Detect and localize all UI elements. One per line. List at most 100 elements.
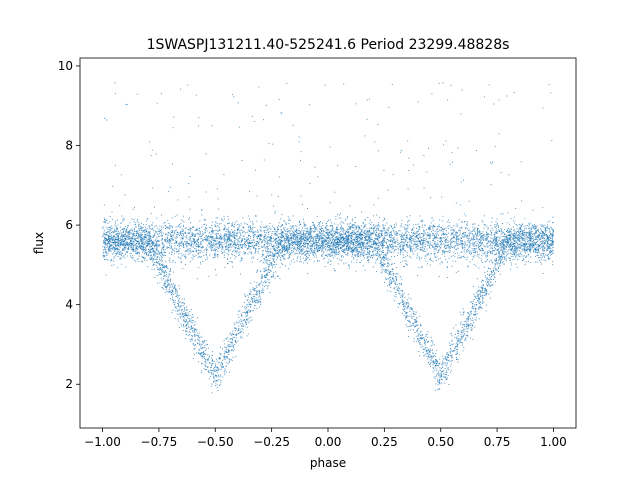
- data-point: [412, 233, 414, 235]
- data-point: [473, 314, 474, 316]
- data-point: [117, 242, 118, 243]
- data-point: [500, 235, 502, 237]
- data-point: [403, 302, 405, 304]
- data-point: [328, 219, 330, 221]
- data-point: [197, 237, 199, 239]
- data-point: [371, 257, 373, 258]
- data-point: [204, 361, 206, 363]
- data-point: [461, 236, 463, 237]
- data-point: [483, 239, 485, 241]
- data-point: [487, 251, 489, 253]
- data-point: [392, 245, 394, 247]
- data-point: [308, 104, 310, 106]
- data-point: [350, 241, 352, 243]
- data-point: [171, 251, 173, 253]
- data-point: [504, 233, 505, 235]
- data-point: [517, 248, 519, 250]
- data-point: [529, 222, 531, 224]
- data-point: [157, 235, 159, 237]
- data-point: [277, 275, 278, 277]
- data-point: [136, 245, 138, 247]
- data-point: [287, 252, 289, 254]
- data-point: [450, 348, 452, 350]
- data-point: [211, 228, 213, 230]
- data-point: [530, 240, 531, 242]
- data-point: [211, 365, 213, 367]
- data-point: [250, 282, 252, 284]
- data-point: [334, 251, 336, 253]
- data-point: [424, 349, 426, 351]
- data-point: [387, 278, 389, 280]
- data-point: [458, 339, 460, 341]
- data-point: [517, 235, 519, 237]
- data-point: [447, 261, 448, 263]
- data-point: [337, 236, 339, 238]
- data-point: [250, 241, 252, 243]
- data-point: [214, 229, 216, 231]
- data-point: [490, 242, 492, 244]
- data-point: [497, 244, 499, 246]
- data-point: [267, 245, 269, 247]
- data-point: [356, 250, 358, 252]
- data-point: [499, 253, 501, 255]
- data-point: [311, 240, 313, 242]
- data-point: [187, 242, 189, 244]
- data-point: [235, 245, 237, 247]
- data-point: [299, 242, 301, 244]
- data-point: [292, 215, 294, 217]
- data-point: [537, 257, 539, 259]
- data-point: [384, 218, 386, 219]
- data-point: [435, 355, 437, 357]
- data-point: [357, 225, 359, 227]
- data-point: [235, 334, 237, 336]
- data-point: [194, 248, 196, 249]
- data-point: [481, 241, 483, 243]
- data-point: [367, 249, 368, 251]
- data-point: [531, 236, 533, 238]
- data-point: [440, 240, 441, 242]
- data-point: [229, 334, 231, 336]
- data-point: [469, 324, 471, 326]
- data-point: [479, 294, 481, 296]
- data-point: [109, 235, 111, 237]
- data-point: [417, 235, 419, 236]
- data-point: [419, 355, 421, 357]
- data-point: [170, 233, 172, 235]
- data-point: [152, 235, 154, 237]
- data-point: [240, 323, 242, 325]
- data-point: [292, 232, 294, 233]
- data-point: [200, 263, 202, 265]
- data-point: [353, 241, 355, 243]
- data-point: [342, 236, 344, 238]
- data-point: [251, 115, 253, 117]
- data-point: [349, 265, 351, 267]
- data-point: [363, 234, 365, 236]
- data-point: [265, 226, 267, 228]
- data-point: [452, 237, 454, 239]
- data-point: [354, 254, 356, 256]
- data-point: [351, 234, 352, 236]
- data-point: [332, 246, 334, 247]
- data-point: [397, 273, 399, 275]
- data-point: [334, 237, 336, 238]
- data-point: [259, 296, 261, 298]
- data-point: [139, 228, 141, 230]
- data-point: [551, 249, 553, 251]
- data-point: [446, 357, 448, 359]
- data-point: [466, 244, 468, 246]
- data-point: [387, 266, 389, 268]
- data-point: [331, 255, 333, 257]
- data-point: [383, 244, 385, 246]
- data-point: [217, 369, 219, 371]
- data-point: [427, 234, 429, 236]
- data-point: [308, 243, 309, 244]
- data-point: [308, 232, 310, 234]
- data-point: [518, 240, 520, 242]
- data-point: [441, 241, 443, 242]
- data-point: [189, 248, 191, 250]
- data-point: [478, 307, 480, 309]
- data-point: [139, 244, 141, 246]
- data-point: [434, 250, 436, 252]
- data-point: [190, 251, 192, 253]
- data-point: [238, 247, 240, 249]
